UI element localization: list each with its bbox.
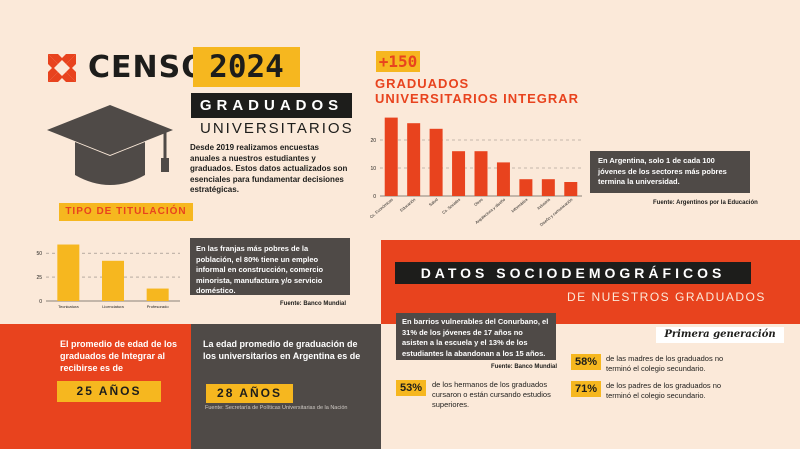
y-tick-label: 20 (370, 138, 376, 144)
pobreza-note: En las franjas más pobres de la població… (190, 238, 350, 295)
bar (102, 260, 124, 301)
x-tick-label: Cs. Económicas (369, 197, 394, 219)
graduados-chart-title: GRADUADOS UNIVERSITARIOS INTEGRAR (375, 76, 580, 106)
censo-logo-icon (48, 54, 76, 82)
bar (57, 244, 80, 301)
socio-subtitle: DE NUESTROS GRADUADOS (567, 290, 766, 304)
source-banco-mundial-2: Fuente: Banco Mundial (491, 364, 557, 370)
x-tick-label: Otros (473, 197, 484, 207)
graduacion-value: 28 AÑOS (206, 384, 293, 403)
stat-pct: 53% (396, 380, 426, 396)
argentina-note: En Argentina, solo 1 de cada 100 jóvenes… (590, 151, 750, 193)
titulacion-label: TIPO DE TITULACIÓN (59, 203, 193, 221)
x-tick-label: Licenciatura (102, 304, 124, 309)
bar (564, 182, 578, 196)
bar (519, 179, 533, 196)
edad-text: El promedio de edad de los graduados de … (60, 339, 178, 373)
x-tick-label: Profesorado (147, 304, 170, 309)
bar (384, 117, 398, 196)
x-tick-label: Informática (510, 196, 529, 213)
graduation-cap-icon (47, 105, 173, 185)
bar (407, 123, 421, 196)
bar (541, 179, 555, 196)
bar (474, 151, 488, 196)
stat-text: de los hermanos de los graduados cursaro… (432, 380, 551, 409)
page-subtitle: UNIVERSITARIOS (200, 120, 354, 137)
x-tick-label: Tecnicatura (58, 304, 79, 309)
carreras-bar-chart: 0 10 20 Cs. Económicas Educación Salud Cs. Soc… (369, 117, 582, 227)
bar (496, 162, 510, 196)
y-tick-label: 25 (36, 275, 42, 281)
stat-pct: 58% (571, 354, 601, 370)
conurbano-note: En barrios vulnerables del Conurbano, el… (396, 313, 556, 360)
page-title: GRADUADOS (191, 93, 352, 118)
bar (429, 128, 443, 196)
stat-text: de los padres de los graduados no termin… (606, 381, 722, 400)
year-badge: 2024 (193, 47, 300, 87)
graduacion-text: La edad promedio de graduación de los un… (203, 339, 361, 361)
y-tick-label: 0 (39, 299, 42, 305)
x-tick-label: Cs. Sociales (441, 197, 461, 215)
intro-text: Desde 2019 realizamos encuestas anuales … (190, 143, 348, 194)
y-tick-label: 50 (36, 251, 42, 257)
socio-title: DATOS SOCIODEMOGRÁFICOS (395, 262, 751, 284)
edad-value: 25 AÑOS (57, 381, 161, 402)
bar (452, 151, 466, 196)
x-tick-label: Salud (428, 197, 439, 207)
x-tick-label: Industria (536, 196, 552, 210)
source-banco-mundial: Fuente: Banco Mundial (280, 301, 346, 307)
primera-generacion-label: Primera generación (656, 327, 784, 343)
source-spu: Fuente: Secretaría de Políticas Universi… (205, 405, 348, 411)
source-argentinos-educacion: Fuente: Argentinos por la Educación (653, 200, 758, 206)
bar (146, 288, 169, 301)
chevron-down-icon[interactable] (763, 411, 787, 437)
x-tick-label: Educación (399, 197, 417, 213)
stat-pct: 71% (571, 381, 601, 397)
graduados-count: +150 (376, 51, 420, 72)
logo-text: CENSO (88, 50, 208, 85)
titulacion-bar-chart: 0 25 50 Tecnicatura Licenciatura Profesorado (36, 244, 180, 309)
y-tick-label: 10 (370, 166, 376, 172)
y-tick-label: 0 (373, 194, 376, 200)
stat-text: de las madres de los graduados no termin… (606, 354, 724, 373)
